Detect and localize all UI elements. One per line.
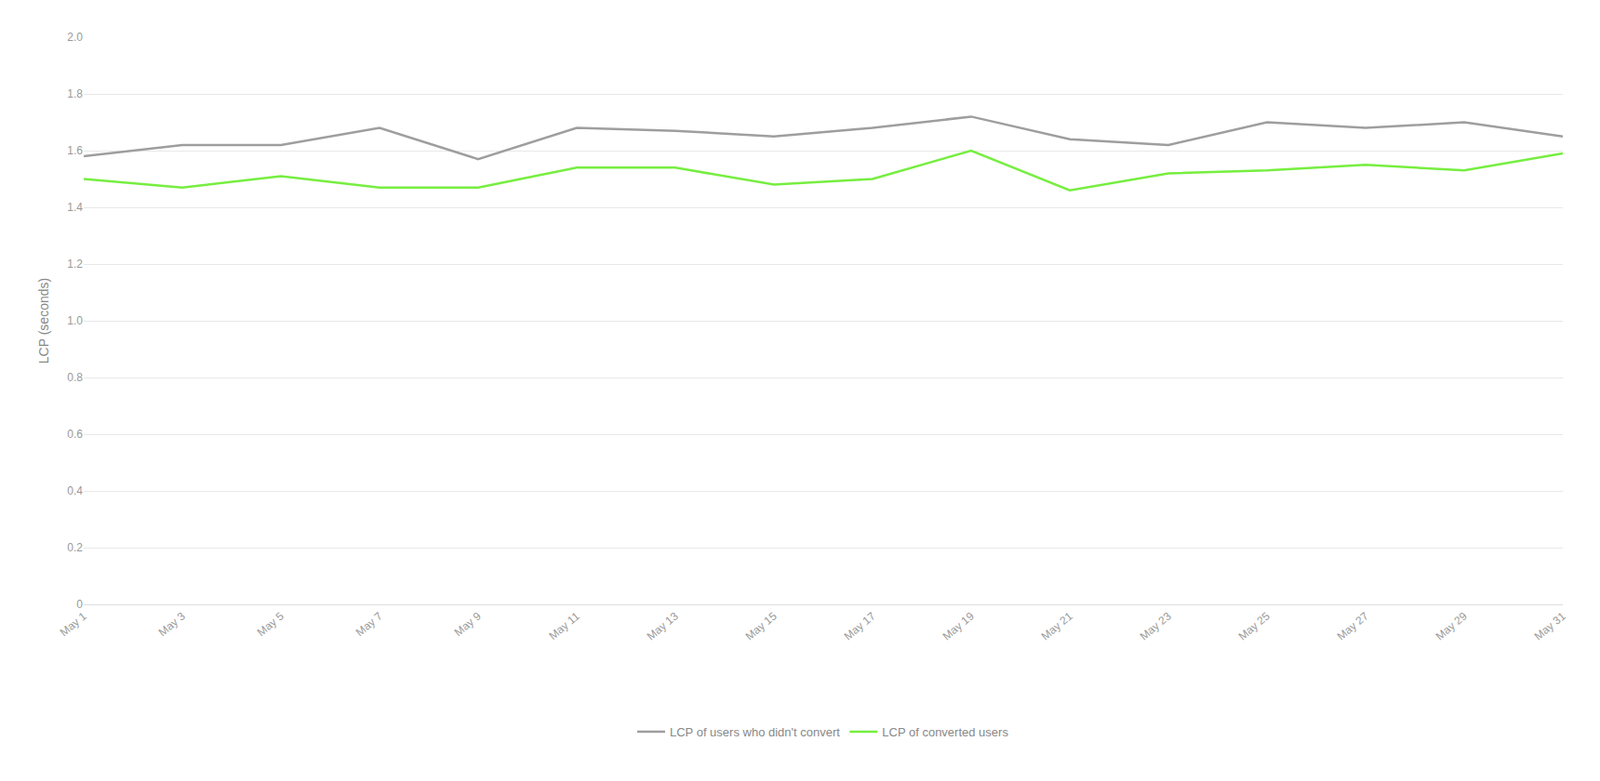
svg-text:May 31: May 31: [1532, 609, 1569, 643]
svg-text:May 29: May 29: [1433, 609, 1470, 643]
svg-text:0.8: 0.8: [66, 371, 83, 385]
svg-text:1.2: 1.2: [66, 257, 83, 271]
svg-text:May 11: May 11: [546, 609, 583, 643]
svg-text:May 7: May 7: [353, 609, 386, 640]
svg-text:May 27: May 27: [1334, 609, 1372, 643]
svg-text:0.6: 0.6: [66, 427, 83, 441]
svg-text:0.2: 0.2: [66, 541, 83, 555]
svg-text:May 23: May 23: [1137, 609, 1174, 643]
svg-text:May 15: May 15: [743, 609, 780, 643]
svg-text:May 25: May 25: [1236, 609, 1273, 643]
svg-text:1.6: 1.6: [66, 144, 83, 158]
svg-text:LCP (seconds): LCP (seconds): [36, 278, 52, 364]
svg-text:May 17: May 17: [841, 609, 879, 643]
svg-text:LCP of users who didn't conver: LCP of users who didn't convert: [669, 725, 840, 740]
svg-text:1.0: 1.0: [66, 314, 83, 328]
svg-text:May 5: May 5: [254, 609, 287, 640]
svg-text:1.8: 1.8: [66, 87, 83, 101]
svg-text:May 9: May 9: [452, 609, 484, 640]
svg-text:May 1: May 1: [57, 609, 90, 640]
svg-text:May 13: May 13: [644, 609, 681, 643]
svg-text:2.0: 2.0: [66, 30, 83, 44]
svg-text:1.4: 1.4: [66, 200, 83, 214]
svg-text:May 19: May 19: [940, 609, 977, 643]
svg-text:LCP of converted users: LCP of converted users: [881, 725, 1009, 740]
svg-text:May 21: May 21: [1039, 609, 1076, 643]
svg-text:May 3: May 3: [156, 609, 188, 640]
svg-text:0: 0: [76, 598, 83, 612]
svg-text:0.4: 0.4: [66, 484, 83, 498]
